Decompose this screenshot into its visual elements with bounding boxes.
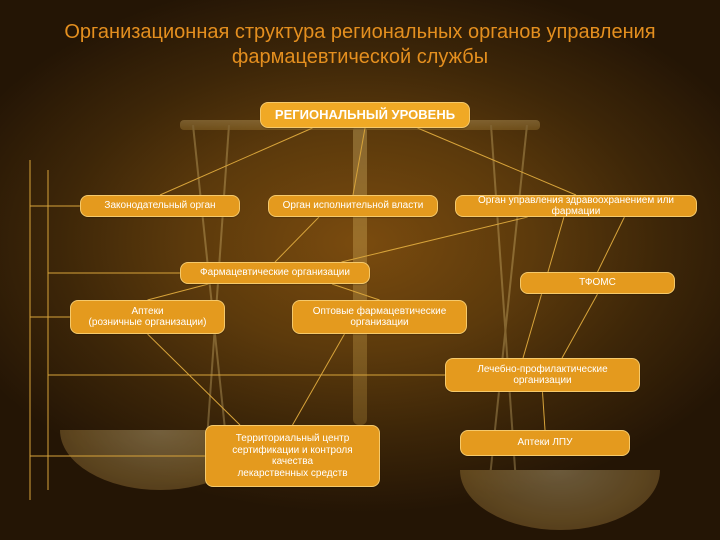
node-tfoms: ТФОМС xyxy=(520,272,675,294)
page-title: Организационная структура региональных о… xyxy=(0,20,720,70)
node-lpo: Лечебно-профилактические организации xyxy=(445,358,640,392)
node-pharm_orgs: Фармацевтические организации xyxy=(180,262,370,284)
node-apteki_lpu: Аптеки ЛПУ xyxy=(460,430,630,456)
node-legislative: Законодательный орган xyxy=(80,195,240,217)
node-executive: Орган исполнительной власти xyxy=(268,195,438,217)
node-cert_center: Территориальный центр сертификации и кон… xyxy=(205,425,380,487)
node-header: РЕГИОНАЛЬНЫЙ УРОВЕНЬ xyxy=(260,102,470,128)
node-retail: Аптеки (розничные организации) xyxy=(70,300,225,334)
node-health_mgmt: Орган управления здравоохранением или фа… xyxy=(455,195,697,217)
node-wholesale: Оптовые фармацевтические организации xyxy=(292,300,467,334)
slide-stage: Организационная структура региональных о… xyxy=(0,0,720,540)
